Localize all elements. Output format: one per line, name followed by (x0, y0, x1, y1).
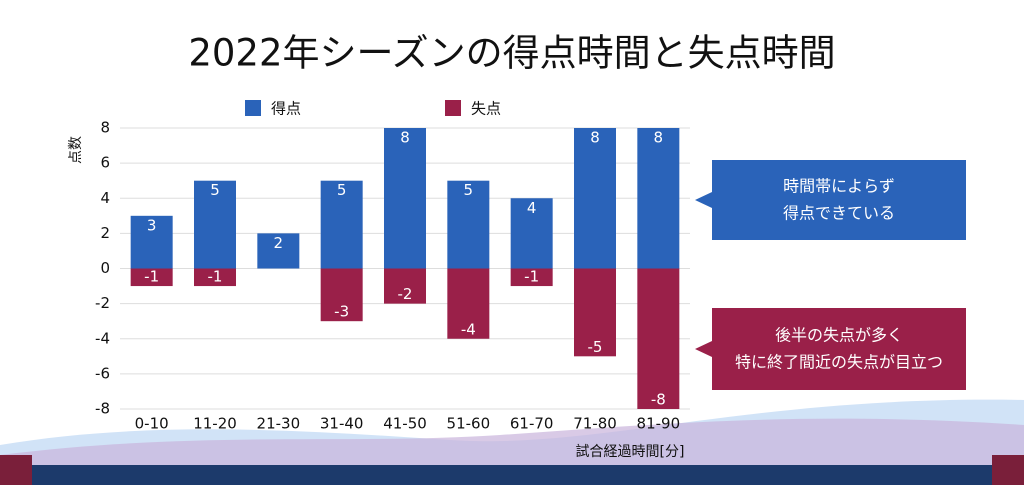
bar (194, 180, 236, 269)
bar (320, 180, 363, 269)
y-tick-label: 8 (100, 119, 110, 137)
bar (257, 233, 300, 269)
x-tick-label: 21-30 (257, 415, 301, 433)
data-label: 3 (147, 216, 157, 234)
data-label: 8 (400, 129, 410, 147)
y-tick-label: -2 (95, 294, 110, 312)
data-label: 4 (527, 199, 537, 217)
x-tick-label: 51-60 (447, 415, 491, 433)
data-label: 2 (274, 234, 284, 252)
callout-text: 特に終了間近の失点が目立つ (735, 353, 943, 372)
data-label: -2 (398, 285, 413, 303)
data-label: -1 (208, 268, 223, 286)
data-label: 5 (210, 181, 220, 199)
x-tick-label: 31-40 (320, 415, 364, 433)
data-label: 5 (464, 181, 474, 199)
corner-block (0, 455, 32, 485)
corner-block (992, 455, 1024, 485)
y-tick-label: -6 (95, 364, 110, 382)
bar (574, 268, 616, 357)
y-tick-label: -8 (95, 400, 110, 418)
x-tick-label: 11-20 (193, 415, 237, 433)
data-label: -8 (651, 391, 666, 409)
y-tick-label: -4 (95, 329, 110, 347)
bar (320, 268, 363, 322)
chart-title: 2022年シーズンの得点時間と失点時間 (188, 32, 835, 75)
legend-label: 失点 (471, 100, 501, 118)
data-label: -1 (524, 268, 539, 286)
x-tick-label: 0-10 (135, 415, 169, 433)
x-tick-label: 61-70 (510, 415, 554, 433)
bar (447, 180, 490, 269)
x-tick-label: 81-90 (637, 415, 681, 433)
y-tick-label: 0 (100, 259, 110, 277)
data-label: -4 (461, 320, 476, 338)
x-tick-label: 41-50 (383, 415, 427, 433)
data-label: -1 (144, 268, 159, 286)
callout-box (695, 308, 966, 390)
bar (130, 268, 173, 287)
data-label: -3 (334, 303, 349, 321)
callout-text: 後半の失点が多く (775, 326, 903, 345)
data-label: 5 (337, 181, 347, 199)
bar (384, 268, 426, 304)
y-tick-label: 4 (100, 189, 110, 207)
y-tick-label: 6 (100, 154, 110, 172)
callout-box (695, 160, 966, 240)
bar (447, 268, 490, 339)
bar (194, 268, 236, 287)
bar (510, 198, 553, 269)
legend-swatch (245, 100, 261, 116)
data-label: 8 (654, 129, 664, 147)
legend-swatch (445, 100, 461, 116)
data-label: -5 (588, 338, 603, 356)
bar (130, 215, 173, 269)
bar (637, 268, 680, 409)
bar (510, 268, 553, 287)
x-tick-label: 71-80 (573, 415, 617, 433)
y-axis-label: 点数 (68, 136, 84, 164)
x-axis-label: 試合経過時間[分] (576, 444, 685, 460)
legend-label: 得点 (271, 100, 301, 118)
y-tick-label: 2 (100, 224, 110, 242)
wave (0, 418, 1024, 465)
callout-text: 得点できている (783, 204, 895, 223)
data-label: 8 (590, 129, 600, 147)
callout-text: 時間帯によらず (783, 177, 895, 196)
bar (637, 128, 680, 269)
bar (574, 128, 616, 269)
bar (384, 128, 426, 269)
footer-band (0, 465, 1024, 485)
